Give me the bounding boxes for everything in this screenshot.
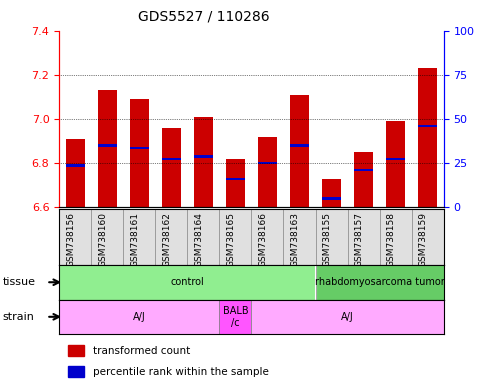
Text: GSM738158: GSM738158: [387, 212, 395, 267]
FancyBboxPatch shape: [219, 300, 251, 334]
Bar: [290, 144, 309, 147]
Bar: [386, 158, 405, 160]
Text: GDS5527 / 110286: GDS5527 / 110286: [138, 10, 270, 23]
Bar: [194, 117, 213, 207]
Bar: [130, 147, 149, 149]
Bar: [418, 124, 437, 127]
Bar: [162, 158, 181, 160]
Text: GSM738162: GSM738162: [162, 212, 172, 267]
Bar: [354, 169, 373, 171]
Bar: [66, 164, 85, 167]
Bar: [68, 345, 84, 356]
Text: GSM738155: GSM738155: [322, 212, 331, 267]
Bar: [194, 156, 213, 158]
Text: transformed count: transformed count: [93, 346, 190, 356]
Text: control: control: [171, 277, 204, 287]
Bar: [130, 99, 149, 207]
Text: GSM738160: GSM738160: [98, 212, 107, 267]
Bar: [162, 128, 181, 207]
Bar: [66, 139, 85, 207]
Bar: [354, 152, 373, 207]
Text: GSM738164: GSM738164: [194, 212, 203, 267]
Text: A/J: A/J: [133, 312, 145, 322]
Bar: [258, 137, 277, 207]
FancyBboxPatch shape: [316, 265, 444, 300]
Text: GSM738157: GSM738157: [354, 212, 363, 267]
Text: GSM738166: GSM738166: [258, 212, 267, 267]
Bar: [418, 68, 437, 207]
Bar: [322, 197, 341, 200]
Text: A/J: A/J: [341, 312, 354, 322]
Text: tissue: tissue: [2, 277, 35, 287]
Bar: [98, 144, 117, 147]
Bar: [290, 95, 309, 207]
FancyBboxPatch shape: [59, 300, 219, 334]
Bar: [258, 162, 277, 164]
Text: strain: strain: [2, 312, 35, 322]
FancyBboxPatch shape: [251, 300, 444, 334]
Text: GSM738163: GSM738163: [290, 212, 299, 267]
Text: GSM738165: GSM738165: [226, 212, 235, 267]
Text: BALB
/c: BALB /c: [223, 306, 248, 328]
Bar: [68, 366, 84, 377]
Text: percentile rank within the sample: percentile rank within the sample: [93, 367, 269, 377]
Bar: [226, 177, 245, 180]
Bar: [322, 179, 341, 207]
Text: rhabdomyosarcoma tumor: rhabdomyosarcoma tumor: [315, 277, 445, 287]
Bar: [226, 159, 245, 207]
FancyBboxPatch shape: [59, 265, 316, 300]
Text: GSM738161: GSM738161: [130, 212, 139, 267]
Bar: [386, 121, 405, 207]
Text: GSM738156: GSM738156: [66, 212, 75, 267]
Bar: [98, 90, 117, 207]
Text: GSM738159: GSM738159: [419, 212, 427, 267]
